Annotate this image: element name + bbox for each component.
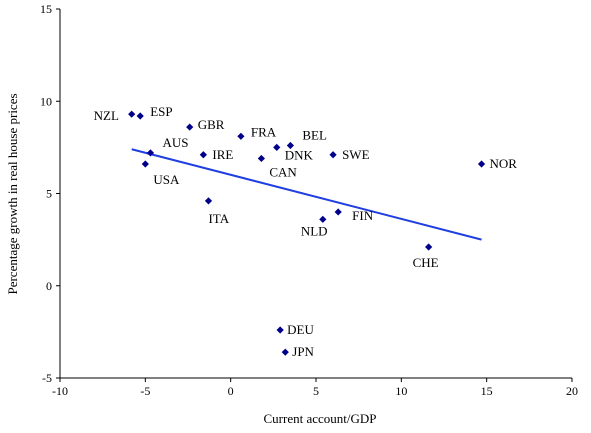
data-point-aus: AUS bbox=[146, 135, 188, 157]
point-label-aus: AUS bbox=[162, 135, 188, 150]
data-point-che: CHE bbox=[413, 243, 439, 270]
data-point-swe: SWE bbox=[329, 147, 370, 162]
marker-nld bbox=[319, 215, 327, 223]
marker-bel bbox=[286, 141, 294, 150]
marker-fin bbox=[334, 208, 342, 216]
data-point-esp: ESP bbox=[136, 104, 173, 120]
marker-fra bbox=[237, 132, 245, 140]
data-point-fra: FRA bbox=[237, 124, 277, 140]
point-label-ire: IRE bbox=[212, 147, 233, 162]
data-point-bel: BEL bbox=[286, 128, 327, 150]
x-tick-label: -5 bbox=[140, 384, 150, 398]
data-point-can: CAN bbox=[257, 154, 297, 179]
point-label-nzl: NZL bbox=[94, 108, 119, 123]
marker-swe bbox=[329, 151, 337, 159]
point-label-usa: USA bbox=[153, 172, 180, 187]
point-label-fin: FIN bbox=[352, 208, 374, 223]
x-tick-label: 5 bbox=[313, 384, 319, 398]
data-point-nor: NOR bbox=[477, 156, 518, 171]
data-point-nzl: NZL bbox=[94, 108, 136, 123]
marker-jpn bbox=[281, 348, 289, 356]
trendline bbox=[131, 148, 482, 241]
data-point-deu: DEU bbox=[276, 322, 314, 337]
point-label-dnk: DNK bbox=[285, 147, 314, 162]
y-tick-label: -5 bbox=[42, 371, 52, 385]
x-axis-label: Current account/GDP bbox=[263, 411, 376, 426]
point-label-gbr: GBR bbox=[198, 117, 225, 132]
marker-ire bbox=[199, 151, 207, 159]
data-point-jpn: JPN bbox=[281, 344, 315, 359]
y-tick-label: 5 bbox=[46, 187, 52, 201]
y-axis-label: Percentage growth in real house prices bbox=[5, 93, 20, 294]
point-label-esp: ESP bbox=[150, 104, 172, 119]
data-point-fin: FIN bbox=[334, 208, 374, 223]
point-label-nor: NOR bbox=[490, 156, 518, 171]
point-label-nld: NLD bbox=[301, 223, 328, 238]
marker-can bbox=[257, 154, 265, 163]
x-tick-label: 0 bbox=[228, 384, 234, 398]
data-points: NZL ESP AUS USA GBR IRE ITA FRA CAN DNK BEL SWE NLD F… bbox=[94, 104, 518, 359]
x-tick-label: -10 bbox=[52, 384, 68, 398]
data-point-gbr: GBR bbox=[186, 117, 225, 132]
marker-nor bbox=[477, 160, 486, 168]
x-tick-label: 15 bbox=[481, 384, 493, 398]
marker-nzl bbox=[128, 110, 136, 118]
marker-usa bbox=[141, 160, 149, 168]
y-tick-label: 10 bbox=[40, 94, 52, 108]
point-label-jpn: JPN bbox=[292, 344, 314, 359]
y-tick-label: 15 bbox=[40, 2, 52, 16]
marker-gbr bbox=[186, 123, 194, 131]
data-point-usa: USA bbox=[141, 160, 180, 187]
point-label-swe: SWE bbox=[342, 147, 370, 162]
point-label-fra: FRA bbox=[251, 124, 277, 139]
point-label-can: CAN bbox=[269, 164, 297, 179]
marker-ita bbox=[204, 197, 213, 205]
marker-dnk bbox=[273, 143, 281, 151]
y-ticks: -5 0 5 10 15 bbox=[40, 2, 60, 385]
y-tick-label: 0 bbox=[46, 279, 52, 293]
x-tick-label: 10 bbox=[395, 384, 407, 398]
point-label-che: CHE bbox=[413, 255, 439, 270]
point-label-bel: BEL bbox=[302, 128, 327, 143]
data-point-dnk: DNK bbox=[273, 143, 314, 162]
data-point-ire: IRE bbox=[199, 147, 233, 162]
marker-deu bbox=[276, 326, 284, 334]
x-ticks: -10 -5 0 5 10 15 20 bbox=[52, 378, 578, 398]
point-label-ita: ITA bbox=[208, 211, 229, 226]
marker-che bbox=[425, 243, 433, 251]
marker-aus bbox=[146, 149, 155, 157]
marker-esp bbox=[136, 112, 144, 120]
point-label-deu: DEU bbox=[287, 322, 314, 337]
data-point-nld: NLD bbox=[301, 215, 328, 238]
x-tick-label: 20 bbox=[566, 384, 578, 398]
data-point-ita: ITA bbox=[204, 197, 230, 226]
